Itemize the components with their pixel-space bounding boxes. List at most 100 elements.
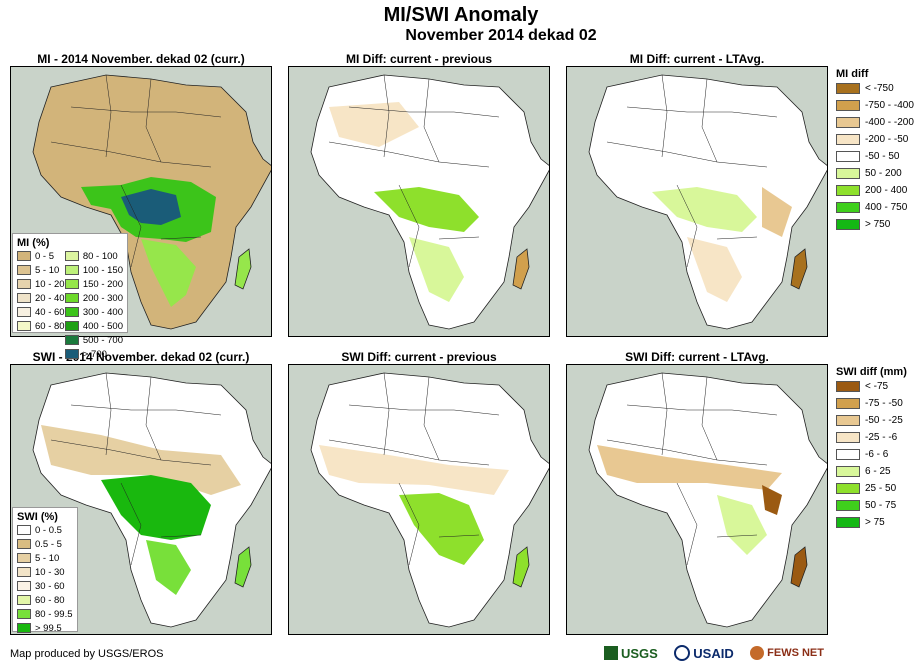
mi-legend-item: 20 - 40 xyxy=(17,291,65,305)
mi-legend-swatch xyxy=(64,349,79,359)
mi-legend-item: 60 - 80 xyxy=(17,319,65,333)
mi-legend-swatch xyxy=(64,307,79,317)
mi-moderate-zone xyxy=(141,239,196,307)
mi-legend-label: 60 - 80 xyxy=(35,320,65,332)
credit-text: Map produced by USGS/EROS xyxy=(10,648,164,660)
mi-legend: MI (%) 0 - 5 5 - 10 10 - 20 20 - 40 40 - 60 6… xyxy=(12,233,128,360)
mi-legend-swatch xyxy=(64,293,79,303)
usgs-logo-text: USGS xyxy=(621,645,658,661)
swi-legend-swatch xyxy=(17,623,31,633)
swi-diff-legend-swatch xyxy=(836,517,860,528)
swi-diff-negative xyxy=(319,445,509,495)
mi-legend-label: 10 - 20 xyxy=(35,278,65,290)
mi-legend-item: 200 - 300 xyxy=(64,291,123,305)
mi-legend-swatch xyxy=(17,251,31,261)
mi-diff-legend-list: < -750 -750 - -400 -400 - -200 -200 - -50 -5… xyxy=(836,80,920,233)
mi-diff-legend-swatch xyxy=(836,100,860,111)
mi-diff-legend-item: -50 - 50 xyxy=(836,148,920,165)
mi-legend-swatch xyxy=(64,265,79,275)
swi-diff-legend-swatch xyxy=(836,415,860,426)
mi-diff-negative xyxy=(687,237,742,302)
africa-landmass xyxy=(588,372,827,628)
swi-diff-legend-label: -25 - -6 xyxy=(865,432,898,443)
mi-diff-legend-item: > 750 xyxy=(836,216,920,233)
mi-diff-legend-item: 200 - 400 xyxy=(836,182,920,199)
mi-diff-legend-label: 400 - 750 xyxy=(865,202,908,213)
mi-legend-swatch xyxy=(64,279,79,289)
panel-title-mi-diff-lta: MI Diff: current - LTAvg. xyxy=(629,52,765,66)
mi-diff-legend-swatch xyxy=(836,185,860,196)
mi-diff-legend-item: -750 - -400 xyxy=(836,97,920,114)
swi-moderate-zone xyxy=(146,540,191,595)
mi-diff-legend-swatch xyxy=(836,83,860,94)
swi-legend-label: > 99.5 xyxy=(35,622,62,634)
mi-diff-legend-label: -200 - -50 xyxy=(865,134,909,145)
swi-diff-legend-item: 50 - 75 xyxy=(836,497,920,514)
mi-legend-label: > 700 xyxy=(82,348,107,360)
mi-diff-legend-label: > 750 xyxy=(865,219,891,230)
swi-diff-legend-swatch xyxy=(836,449,860,460)
swi-legend-label: 30 - 60 xyxy=(35,580,65,592)
mi-diff-legend-item: 50 - 200 xyxy=(836,165,920,182)
usgs-logo-icon xyxy=(604,646,618,660)
country-borders xyxy=(50,372,222,566)
swi-legend-item: 10 - 30 xyxy=(17,565,73,579)
country-borders xyxy=(606,372,778,566)
mi-legend-col1: 0 - 5 5 - 10 10 - 20 20 - 40 40 - 60 60 - 80 xyxy=(17,249,65,361)
swi-diff-legend-list: < -75 -75 - -50 -50 - -25 -25 - -6 -6 - 6 6 -… xyxy=(836,378,920,531)
mi-legend-title: MI (%) xyxy=(17,237,50,249)
panel-title-swi-current: SWI - 2014 November. dekad 02 (curr.) xyxy=(32,350,250,364)
mi-legend-item: 80 - 100 xyxy=(64,249,123,263)
logo-strip: USGS USAID FEWS NET xyxy=(604,640,824,666)
mi-diff-legend-label: < -750 xyxy=(865,83,894,94)
mi-diff-legend-item: -400 - -200 xyxy=(836,114,920,131)
mi-legend-label: 80 - 100 xyxy=(82,250,118,262)
swi-legend-list: 0 - 0.5 0.5 - 5 5 - 10 10 - 30 30 - 60 60 - 8… xyxy=(17,523,73,635)
swi-legend: SWI (%) 0 - 0.5 0.5 - 5 5 - 10 10 - 30 30 - … xyxy=(12,507,78,635)
mi-legend-item: 300 - 400 xyxy=(64,305,123,319)
mi-legend-item: 100 - 150 xyxy=(64,263,123,277)
mi-legend-swatch xyxy=(64,251,79,261)
swi-diff-legend-item: > 75 xyxy=(836,514,920,531)
mi-diff-legend-item: -200 - -50 xyxy=(836,131,920,148)
map-mi-current xyxy=(32,74,271,330)
swi-diff-positive xyxy=(717,495,767,555)
swi-diff-legend-item: -50 - -25 xyxy=(836,412,920,429)
mi-diff-legend-title: MI diff xyxy=(836,68,869,80)
map-mi-diff-lta xyxy=(588,74,827,330)
mi-legend-swatch xyxy=(17,307,31,317)
mi-diff-positive xyxy=(374,187,479,232)
fewsnet-logo-text: FEWS NET xyxy=(767,647,824,659)
mi-diff-light-positive xyxy=(409,237,464,302)
swi-legend-swatch xyxy=(17,595,31,605)
map-panel-swi-diff-lta xyxy=(566,364,828,635)
swi-diff-legend-swatch xyxy=(836,432,860,443)
madagascar xyxy=(790,546,808,588)
panel-title-mi-diff-prev: MI Diff: current - previous xyxy=(345,52,492,66)
mi-diff-legend-label: -400 - -200 xyxy=(865,117,914,128)
swi-diff-dry xyxy=(762,485,782,515)
map-title: MI/SWI Anomaly xyxy=(383,4,539,26)
map-panel-mi-diff-prev xyxy=(288,66,550,337)
swi-diff-legend: SWI diff (mm) < -75 -75 - -50 -50 - -25 -25… xyxy=(836,366,920,531)
swi-diff-legend-swatch xyxy=(836,483,860,494)
swi-diff-legend-item: 25 - 50 xyxy=(836,480,920,497)
swi-diff-legend-title: SWI diff (mm) xyxy=(836,366,907,378)
mi-legend-label: 0 - 5 xyxy=(35,250,55,262)
swi-wet-zone xyxy=(101,475,211,540)
swi-diff-legend-label: 25 - 50 xyxy=(865,483,897,494)
swi-diff-legend-swatch xyxy=(836,398,860,409)
mi-diff-legend-item: < -750 xyxy=(836,80,920,97)
mi-legend-label: 40 - 60 xyxy=(35,306,65,318)
mi-diff-legend-swatch xyxy=(836,117,860,128)
swi-legend-item: 60 - 80 xyxy=(17,593,73,607)
madagascar xyxy=(234,248,252,290)
mi-diff-legend-swatch xyxy=(836,202,860,213)
swi-legend-item: 0.5 - 5 xyxy=(17,537,73,551)
madagascar xyxy=(512,248,530,290)
usaid-seal-icon xyxy=(674,645,691,661)
swi-diff-legend-item: -75 - -50 xyxy=(836,395,920,412)
swi-diff-legend-label: 50 - 75 xyxy=(865,500,897,511)
swi-diff-legend-item: -6 - 6 xyxy=(836,446,920,463)
mi-diff-legend-label: -750 - -400 xyxy=(865,100,914,111)
